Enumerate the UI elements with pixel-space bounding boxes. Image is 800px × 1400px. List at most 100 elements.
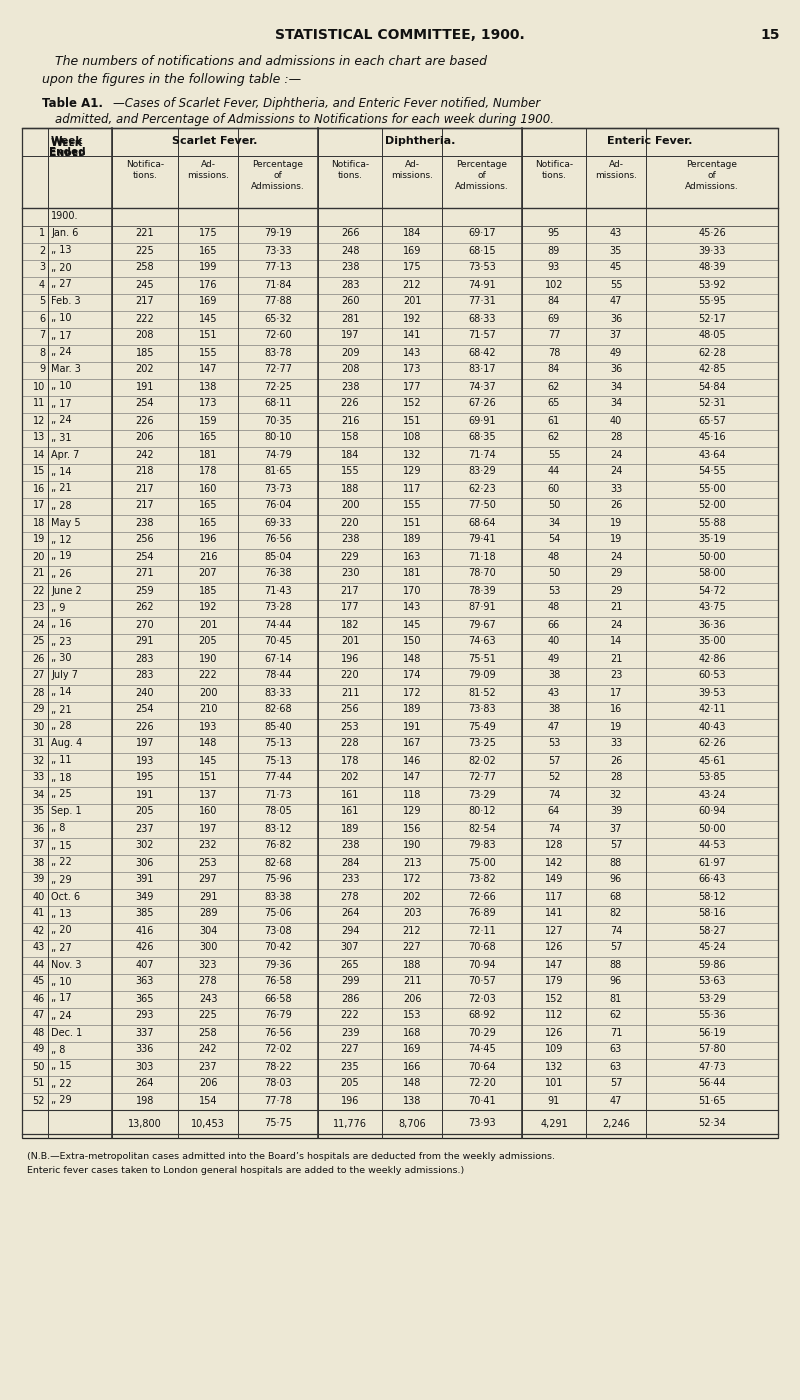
Text: 87·91: 87·91 — [468, 602, 496, 613]
Text: 166: 166 — [403, 1061, 421, 1071]
Text: 35: 35 — [33, 806, 45, 816]
Text: 55·88: 55·88 — [698, 518, 726, 528]
Text: 47·73: 47·73 — [698, 1061, 726, 1071]
Text: 233: 233 — [341, 875, 359, 885]
Text: 75·75: 75·75 — [264, 1119, 292, 1128]
Text: 155: 155 — [402, 501, 422, 511]
Text: 191: 191 — [403, 721, 421, 731]
Text: 73·53: 73·53 — [468, 263, 496, 273]
Text: 48·39: 48·39 — [698, 263, 726, 273]
Text: Sep. 1: Sep. 1 — [51, 806, 82, 816]
Text: 91: 91 — [548, 1095, 560, 1106]
Text: 217: 217 — [136, 483, 154, 494]
Text: 129: 129 — [402, 806, 422, 816]
Text: 72·03: 72·03 — [468, 994, 496, 1004]
Text: 271: 271 — [136, 568, 154, 578]
Text: 4,291: 4,291 — [540, 1119, 568, 1128]
Text: 259: 259 — [136, 585, 154, 595]
Text: 32: 32 — [610, 790, 622, 799]
Text: „ 29: „ 29 — [51, 875, 72, 885]
Text: 304: 304 — [199, 925, 217, 935]
Text: 151: 151 — [198, 330, 218, 340]
Text: 77: 77 — [548, 330, 560, 340]
Text: 225: 225 — [198, 1011, 218, 1021]
Text: 181: 181 — [403, 568, 421, 578]
Text: Diphtheria.: Diphtheria. — [385, 136, 455, 146]
Text: 126: 126 — [545, 1028, 563, 1037]
Text: 53·92: 53·92 — [698, 280, 726, 290]
Text: 70·64: 70·64 — [468, 1061, 496, 1071]
Text: 198: 198 — [136, 1095, 154, 1106]
Text: 37: 37 — [610, 823, 622, 833]
Text: 184: 184 — [341, 449, 359, 459]
Text: 49: 49 — [610, 347, 622, 357]
Text: 40: 40 — [33, 892, 45, 902]
Text: 74: 74 — [610, 925, 622, 935]
Text: 132: 132 — [545, 1061, 563, 1071]
Text: 72·77: 72·77 — [264, 364, 292, 374]
Text: July 7: July 7 — [51, 671, 78, 680]
Text: 74·91: 74·91 — [468, 280, 496, 290]
Text: 217: 217 — [136, 501, 154, 511]
Text: 160: 160 — [199, 806, 217, 816]
Text: 26: 26 — [610, 756, 622, 766]
Text: 185: 185 — [198, 585, 218, 595]
Text: 78·03: 78·03 — [264, 1078, 292, 1089]
Text: 36: 36 — [610, 314, 622, 323]
Text: 55·36: 55·36 — [698, 1011, 726, 1021]
Text: 73·29: 73·29 — [468, 790, 496, 799]
Text: 52·00: 52·00 — [698, 501, 726, 511]
Text: 165: 165 — [198, 245, 218, 255]
Text: 55: 55 — [548, 449, 560, 459]
Text: 39·53: 39·53 — [698, 687, 726, 697]
Text: 93: 93 — [548, 263, 560, 273]
Text: 208: 208 — [136, 330, 154, 340]
Text: 22: 22 — [33, 585, 45, 595]
Text: 51: 51 — [33, 1078, 45, 1089]
Text: 145: 145 — [198, 756, 218, 766]
Text: „ 10: „ 10 — [51, 381, 71, 392]
Text: 58·00: 58·00 — [698, 568, 726, 578]
Text: 39: 39 — [33, 875, 45, 885]
Text: 48: 48 — [548, 552, 560, 561]
Text: 43·64: 43·64 — [698, 449, 726, 459]
Text: 74·44: 74·44 — [264, 619, 292, 630]
Text: 229: 229 — [341, 552, 359, 561]
Text: 29: 29 — [33, 704, 45, 714]
Text: 137: 137 — [198, 790, 218, 799]
Text: May 5: May 5 — [51, 518, 81, 528]
Text: 78·39: 78·39 — [468, 585, 496, 595]
Text: 34: 34 — [548, 518, 560, 528]
Text: 284: 284 — [341, 857, 359, 868]
Text: 109: 109 — [545, 1044, 563, 1054]
Text: 256: 256 — [136, 535, 154, 545]
Text: 35·00: 35·00 — [698, 637, 726, 647]
Text: 169: 169 — [199, 297, 217, 307]
Text: 192: 192 — [198, 602, 218, 613]
Text: „ 10: „ 10 — [51, 977, 71, 987]
Text: 68·15: 68·15 — [468, 245, 496, 255]
Text: 56·19: 56·19 — [698, 1028, 726, 1037]
Text: 63: 63 — [610, 1061, 622, 1071]
Text: Nov. 3: Nov. 3 — [51, 959, 82, 969]
Text: 169: 169 — [403, 245, 421, 255]
Text: 7: 7 — [38, 330, 45, 340]
Text: 306: 306 — [136, 857, 154, 868]
Text: 270: 270 — [136, 619, 154, 630]
Text: 228: 228 — [341, 739, 359, 749]
Text: 129: 129 — [402, 466, 422, 476]
Text: 34: 34 — [610, 381, 622, 392]
Text: 13: 13 — [33, 433, 45, 442]
Text: 81·65: 81·65 — [264, 466, 292, 476]
Text: 128: 128 — [545, 840, 563, 850]
Text: 12: 12 — [33, 416, 45, 426]
Text: 238: 238 — [341, 263, 359, 273]
Text: Table A1.: Table A1. — [42, 97, 103, 111]
Text: 281: 281 — [341, 314, 359, 323]
Text: „ 31: „ 31 — [51, 433, 71, 442]
Text: 57: 57 — [610, 1078, 622, 1089]
Text: 75·51: 75·51 — [468, 654, 496, 664]
Text: 77·78: 77·78 — [264, 1095, 292, 1106]
Text: Wᴇᴇᴋ: Wᴇᴇᴋ — [51, 139, 83, 148]
Text: 50·00: 50·00 — [698, 552, 726, 561]
